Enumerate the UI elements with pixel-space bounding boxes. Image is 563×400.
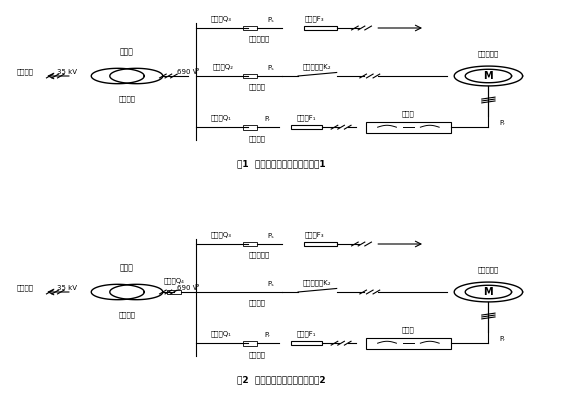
Bar bbox=[303, 26, 337, 30]
Text: Pᵣ: Pᵣ bbox=[265, 116, 271, 122]
Text: 断路器Q₁: 断路器Q₁ bbox=[211, 114, 231, 121]
Bar bbox=[243, 242, 257, 246]
Bar bbox=[167, 290, 181, 294]
Text: 熔断器F₁: 熔断器F₁ bbox=[297, 330, 316, 337]
Bar bbox=[243, 26, 257, 30]
Bar bbox=[243, 74, 257, 78]
Text: 690 V: 690 V bbox=[177, 285, 197, 291]
Text: M: M bbox=[484, 287, 493, 297]
Text: 并网接触器K₂: 并网接触器K₂ bbox=[303, 63, 332, 70]
Text: M: M bbox=[484, 71, 493, 81]
Text: 35 kV: 35 kV bbox=[57, 69, 77, 75]
Text: 并网接触器K₂: 并网接触器K₂ bbox=[303, 279, 332, 286]
Bar bbox=[243, 341, 257, 346]
Text: 熔断器F₃: 熔断器F₃ bbox=[305, 231, 324, 238]
Text: 熔断器F₃: 熔断器F₃ bbox=[305, 15, 324, 22]
Text: 图2  双馈风电机组主回路简化图2: 图2 双馈风电机组主回路简化图2 bbox=[237, 376, 326, 385]
Text: 双馈发电机: 双馈发电机 bbox=[478, 50, 499, 57]
Text: 变压器: 变压器 bbox=[120, 264, 134, 273]
Text: 自用电回路: 自用电回路 bbox=[248, 251, 270, 258]
Text: 35 kV: 35 kV bbox=[57, 285, 77, 291]
Text: 至变电站: 至变电站 bbox=[17, 285, 34, 291]
Bar bbox=[291, 125, 321, 130]
Bar bbox=[365, 338, 451, 349]
Bar bbox=[243, 125, 257, 130]
Text: 690 V: 690 V bbox=[177, 69, 197, 75]
Text: Pᵣ: Pᵣ bbox=[499, 120, 506, 126]
Text: 熔断器F₁: 熔断器F₁ bbox=[297, 114, 316, 121]
Text: 自用电回路: 自用电回路 bbox=[248, 35, 270, 42]
Text: 发电回路: 发电回路 bbox=[119, 95, 136, 102]
Text: P: P bbox=[194, 284, 198, 290]
Text: Pₛ: Pₛ bbox=[267, 233, 274, 239]
Text: 双馈发电机: 双馈发电机 bbox=[478, 266, 499, 273]
Text: Pᵣ: Pᵣ bbox=[265, 332, 271, 338]
Text: P: P bbox=[194, 68, 198, 74]
Text: Pₛ: Pₛ bbox=[267, 281, 274, 287]
Text: 断路器Q₁: 断路器Q₁ bbox=[211, 330, 231, 337]
Bar bbox=[303, 242, 337, 246]
Text: 逆变器: 逆变器 bbox=[402, 326, 415, 333]
Text: Pₛ: Pₛ bbox=[267, 65, 274, 71]
Text: Pᵣ: Pᵣ bbox=[499, 336, 506, 342]
Bar bbox=[291, 341, 321, 346]
Text: 转子回路: 转子回路 bbox=[248, 135, 265, 142]
Bar bbox=[365, 122, 451, 133]
Text: 至变电站: 至变电站 bbox=[17, 69, 34, 75]
Text: 断路器Q₂: 断路器Q₂ bbox=[213, 63, 234, 70]
Text: 断路器Q₃: 断路器Q₃ bbox=[211, 231, 231, 238]
Text: Pₛ: Pₛ bbox=[267, 17, 274, 23]
Text: 变压器: 变压器 bbox=[120, 48, 134, 57]
Text: 转子回路: 转子回路 bbox=[248, 351, 265, 358]
Text: 图1  双馈风电机组主回路简化图1: 图1 双馈风电机组主回路简化图1 bbox=[237, 160, 326, 169]
Text: 定子回路: 定子回路 bbox=[248, 299, 265, 306]
Text: 发电回路: 发电回路 bbox=[119, 311, 136, 318]
Text: 定子回路: 定子回路 bbox=[248, 83, 265, 90]
Text: 逆变器: 逆变器 bbox=[402, 110, 415, 117]
Text: 断路器Q₄: 断路器Q₄ bbox=[163, 277, 184, 284]
Text: 断路器Q₃: 断路器Q₃ bbox=[211, 15, 231, 22]
